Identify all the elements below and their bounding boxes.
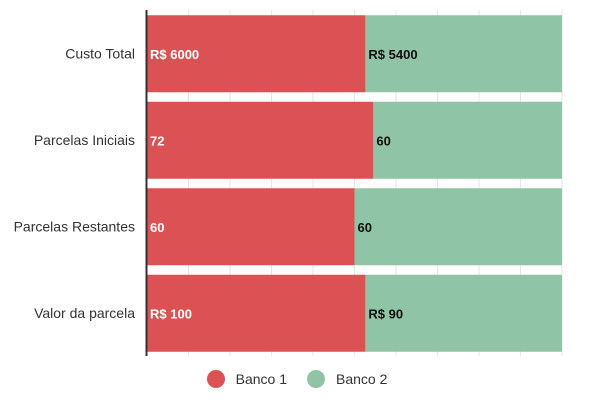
legend-item-banco-2[interactable]: Banco 2 [307,370,387,388]
data-label-banco-1-valor-da-parcela: R$ 100 [150,306,192,321]
category-label-valor-da-parcela: Valor da parcela [34,305,135,321]
data-label-banco-2-parcelas-iniciais: 60 [376,133,390,148]
legend-label-banco-2: Banco 2 [336,371,388,387]
data-label-banco-1-parcelas-restantes: 60 [150,220,164,235]
data-label-banco-2-parcelas-restantes: 60 [358,220,372,235]
legend: Banco 1 Banco 2 [0,366,594,392]
bar-banco-1-custo-total[interactable] [147,15,366,93]
legend-label-banco-1: Banco 1 [235,371,287,387]
legend-item-banco-1[interactable]: Banco 1 [206,370,287,388]
bar-banco-2-valor-da-parcela[interactable] [365,274,562,352]
data-label-banco-1-custo-total: R$ 6000 [150,47,199,62]
legend-swatch-banco-1 [206,370,225,388]
data-label-banco-2-valor-da-parcela: R$ 90 [368,306,403,321]
bars: R$ 6000 R$ 5400 72 60 60 60 R$ 100 R$ 90 [147,15,562,352]
bar-banco-1-parcelas-restantes[interactable] [147,188,355,266]
bar-banco-2-parcelas-iniciais[interactable] [373,101,562,179]
data-label-banco-1-parcelas-iniciais: 72 [150,133,164,148]
data-label-banco-2-custo-total: R$ 5400 [368,47,417,62]
category-labels: Custo Total Parcelas Iniciais Parcelas Res… [14,45,136,321]
category-label-parcelas-iniciais: Parcelas Iniciais [34,132,135,148]
bar-banco-2-custo-total[interactable] [365,15,562,93]
category-label-parcelas-restantes: Parcelas Restantes [14,218,135,234]
bar-banco-2-parcelas-restantes[interactable] [354,188,563,266]
bar-banco-1-parcelas-iniciais[interactable] [147,101,374,179]
legend-swatch-banco-2 [307,370,325,388]
bar-banco-1-valor-da-parcela[interactable] [147,274,366,352]
category-label-custo-total: Custo Total [65,45,135,61]
